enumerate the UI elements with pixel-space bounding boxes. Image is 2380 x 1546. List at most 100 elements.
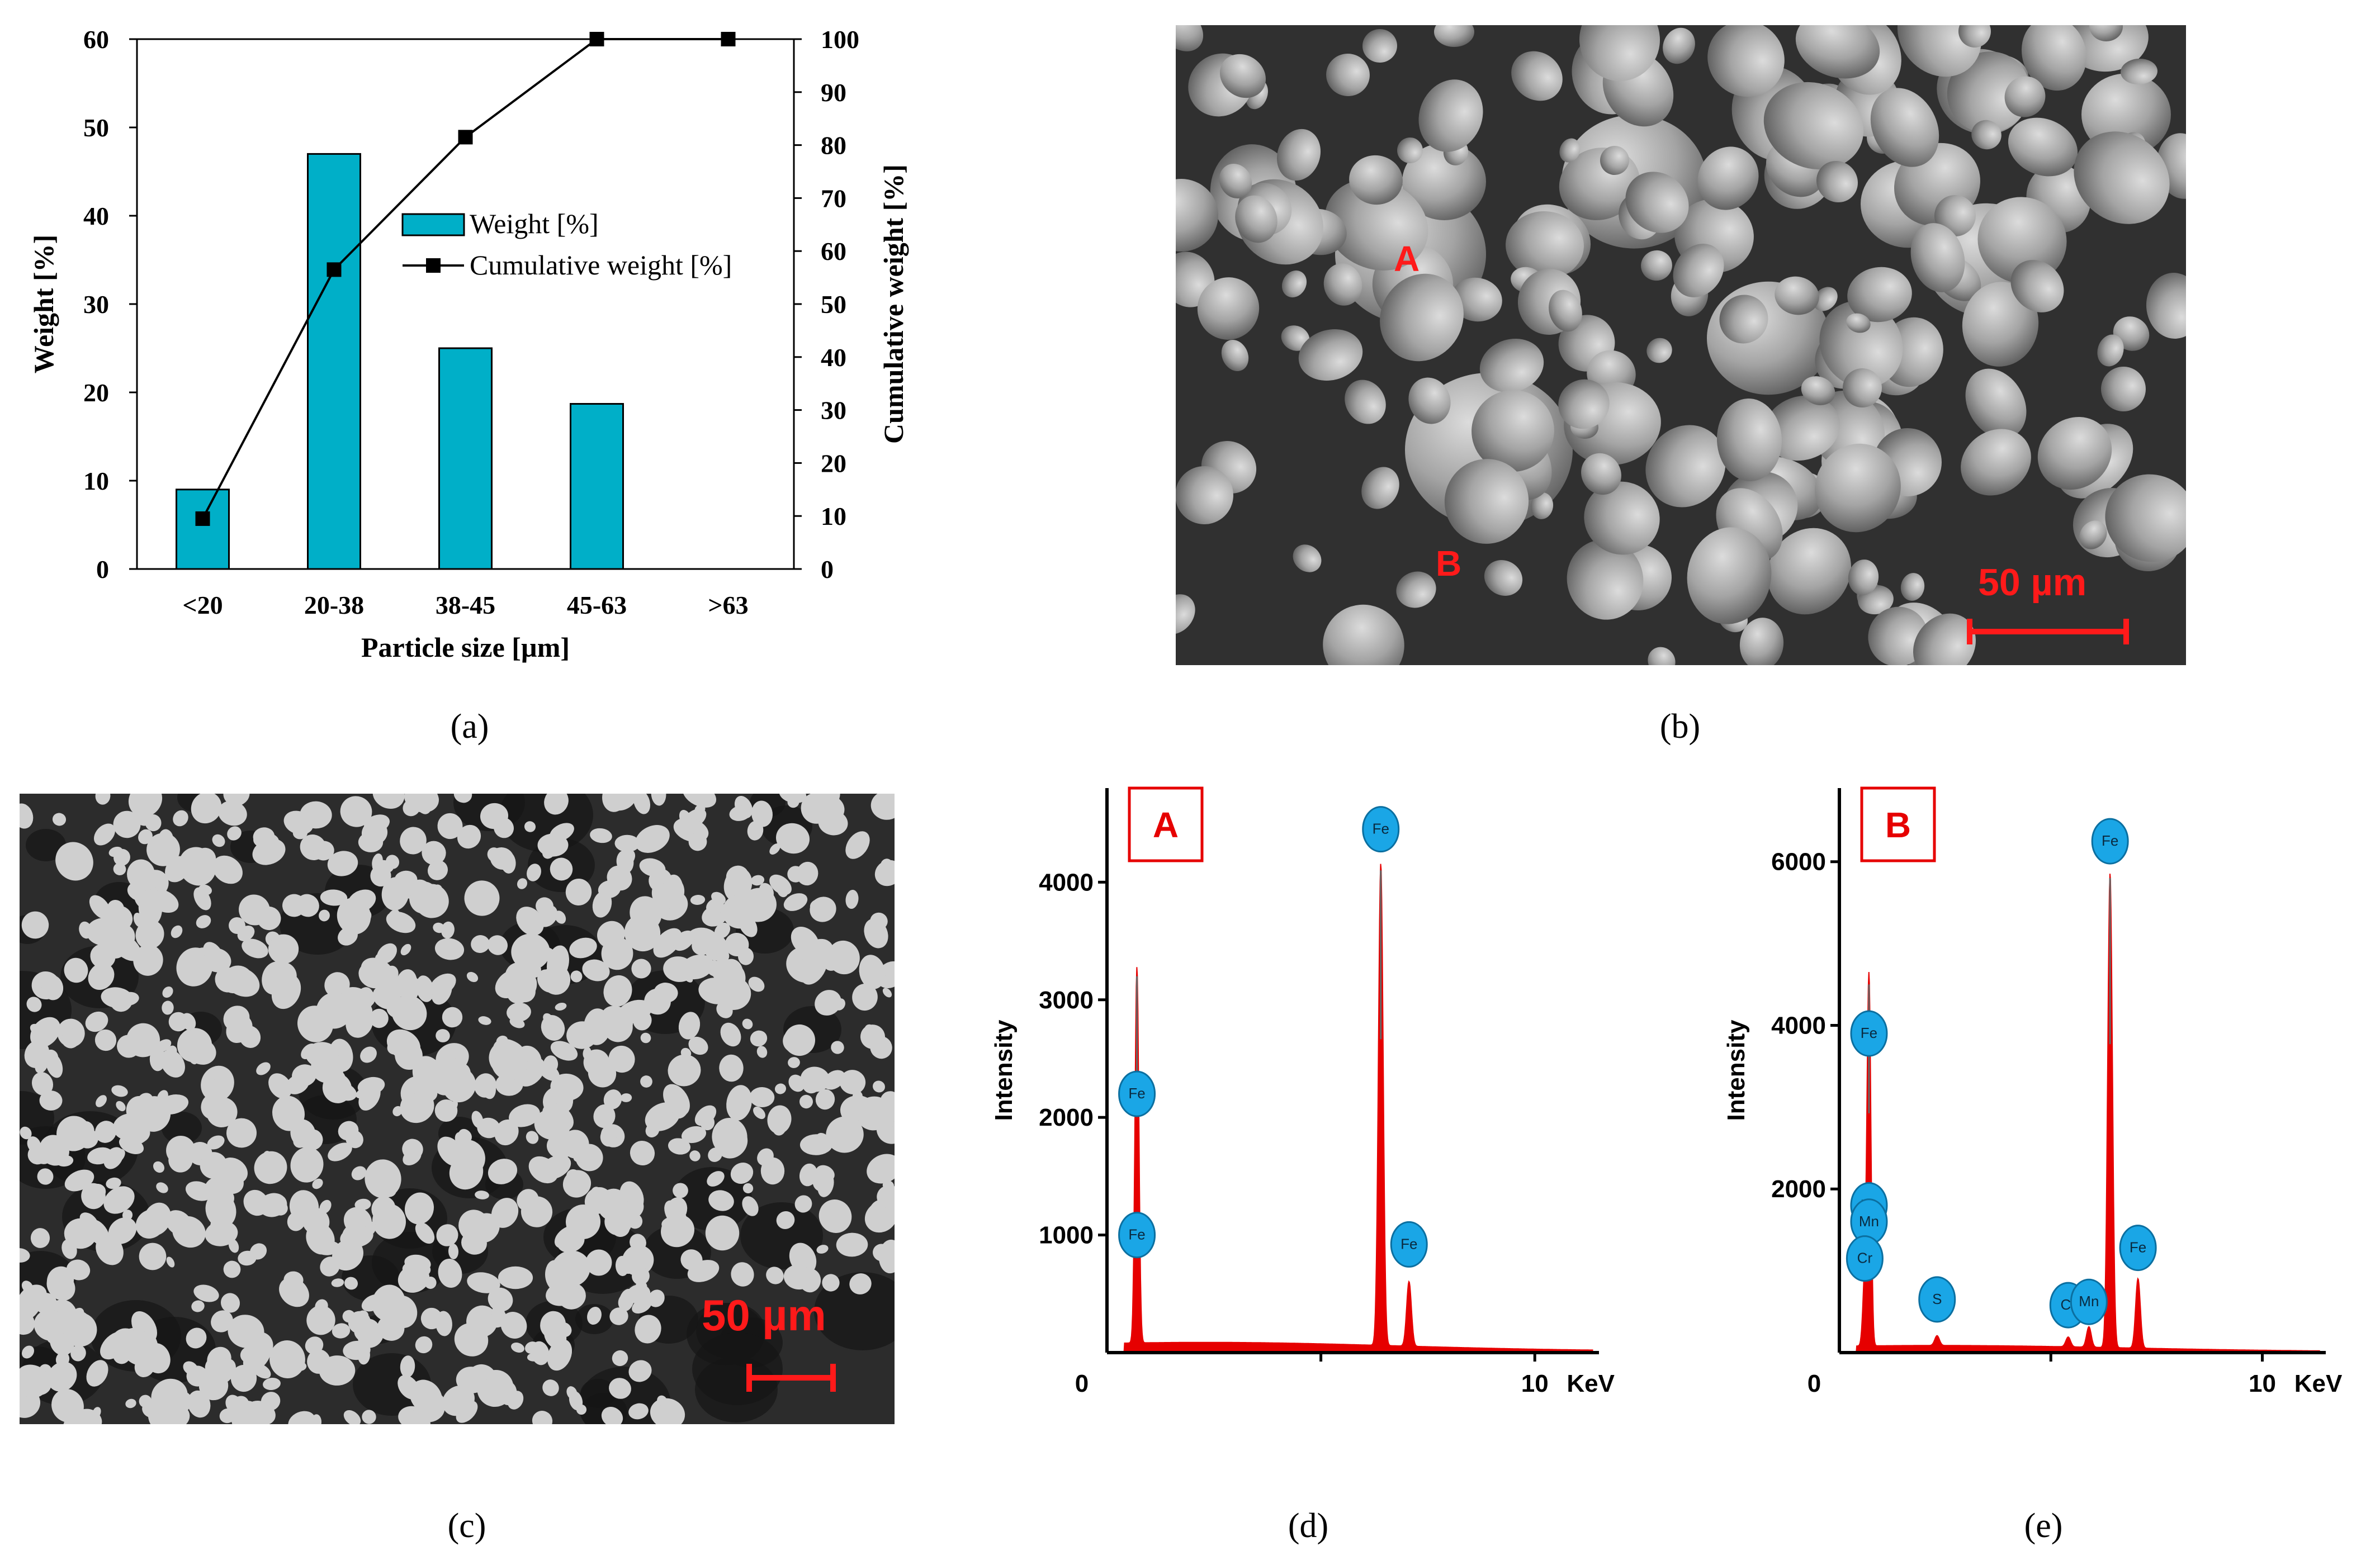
light-grain — [391, 995, 427, 1031]
light-grain — [839, 1070, 866, 1094]
light-grain — [228, 1315, 264, 1348]
light-grain — [55, 842, 93, 881]
light-grain — [618, 1294, 629, 1310]
x-tick-label: 10 — [2249, 1370, 2276, 1397]
light-grain — [215, 967, 240, 993]
light-grain — [442, 1007, 463, 1028]
light-grain — [802, 1076, 820, 1094]
light-grain — [590, 1187, 602, 1199]
light-grain — [143, 1202, 171, 1236]
light-grain — [171, 925, 183, 938]
light-grain — [488, 1159, 518, 1184]
light-grain — [635, 825, 670, 853]
light-grain — [714, 922, 731, 939]
powder-particle — [1471, 390, 1554, 472]
light-grain — [496, 1035, 508, 1046]
light-grain — [609, 1307, 628, 1325]
light-grain — [549, 1135, 568, 1156]
powder-particle — [1977, 197, 2067, 284]
light-grain — [118, 992, 139, 1006]
light-grain — [51, 1389, 84, 1422]
light-grain — [478, 1016, 491, 1025]
light-grain — [103, 1186, 135, 1214]
light-grain — [111, 1085, 128, 1097]
panel-e: 200040006000010KeVIntensityBFeFeMnCrSCrM… — [1694, 771, 2380, 1442]
light-grain — [305, 1336, 324, 1354]
light-grain — [64, 957, 88, 983]
powder-particle — [1175, 466, 1233, 524]
y2-tick-label: 70 — [821, 184, 846, 212]
light-grain — [450, 1101, 458, 1111]
light-grain — [673, 1183, 688, 1198]
light-grain — [381, 877, 409, 910]
light-grain — [438, 1259, 462, 1288]
light-grain — [565, 1204, 601, 1239]
element-label: Mn — [1859, 1213, 1879, 1230]
light-grain — [867, 1154, 901, 1184]
x-tick-label: 45-63 — [567, 591, 627, 619]
light-grain — [620, 1093, 632, 1102]
light-grain — [179, 1036, 193, 1052]
light-grain — [645, 1123, 660, 1137]
light-grain — [650, 1398, 685, 1429]
legend-bar-label: Weight [%] — [470, 208, 599, 239]
light-grain — [203, 942, 224, 968]
light-grain — [716, 1126, 748, 1159]
powder-particle — [1600, 146, 1629, 175]
eds-spectrum-a: 1000 2000 3000 4000 0 10 KeV Intensity A Fe Fe Fe Fe — [990, 786, 1615, 1397]
light-grain — [45, 1052, 63, 1078]
light-grain — [562, 1170, 592, 1198]
light-grain — [587, 1306, 602, 1325]
element-label: Fe — [1128, 1226, 1145, 1243]
light-grain — [252, 1363, 271, 1379]
light-grain — [464, 880, 500, 916]
panel-label-c: (c) — [447, 1507, 486, 1545]
light-grain — [385, 855, 400, 869]
light-grain — [64, 1169, 94, 1192]
powder-particle — [1947, 51, 2031, 133]
powder-particle — [1451, 277, 1502, 322]
cumulative-point — [458, 130, 473, 145]
y-axis-label: Intensity — [1723, 1019, 1750, 1121]
panel-b: A B 50 µm — [1144, 0, 2208, 686]
light-grain — [110, 1149, 125, 1164]
powder-particle — [1581, 453, 1621, 495]
element-label: S — [1932, 1291, 1942, 1307]
powder-particle — [1479, 338, 1544, 393]
light-grain — [394, 975, 421, 997]
powder-particle — [1663, 27, 1695, 64]
light-grain — [815, 1132, 830, 1147]
powder-particle — [1775, 276, 1819, 315]
light-grain — [538, 1063, 560, 1081]
light-grain — [125, 1398, 136, 1409]
light-grain — [537, 905, 558, 927]
light-grain — [315, 1299, 328, 1313]
light-grain — [106, 1177, 121, 1189]
light-grain — [372, 1203, 406, 1239]
light-grain — [457, 824, 481, 849]
light-grain — [186, 1327, 207, 1349]
light-grain — [537, 969, 559, 993]
element-bubble — [1118, 1212, 1156, 1259]
light-grain — [561, 1130, 589, 1159]
element-bubble — [1846, 1235, 1884, 1282]
powder-particle — [1763, 395, 1840, 461]
light-grain — [305, 1042, 339, 1068]
panel-label-a: (a) — [450, 708, 489, 746]
powder-particle — [1900, 573, 1925, 601]
light-grain — [437, 813, 463, 840]
light-grain — [648, 1289, 665, 1307]
y2-tick-label: 0 — [821, 555, 834, 584]
light-grain — [617, 999, 652, 1024]
powder-particle — [1819, 301, 1903, 388]
light-grain — [177, 1028, 212, 1063]
y2-tick-label: 60 — [821, 237, 846, 265]
light-grain — [332, 1239, 363, 1271]
light-grain — [466, 1305, 498, 1338]
light-grain — [210, 1212, 231, 1236]
legend-line-label: Cumulative weight [%] — [470, 249, 732, 281]
light-grain — [332, 1082, 357, 1101]
powder-particle — [1276, 129, 1321, 181]
light-grain — [565, 879, 592, 905]
powder-particle — [1816, 160, 1858, 203]
